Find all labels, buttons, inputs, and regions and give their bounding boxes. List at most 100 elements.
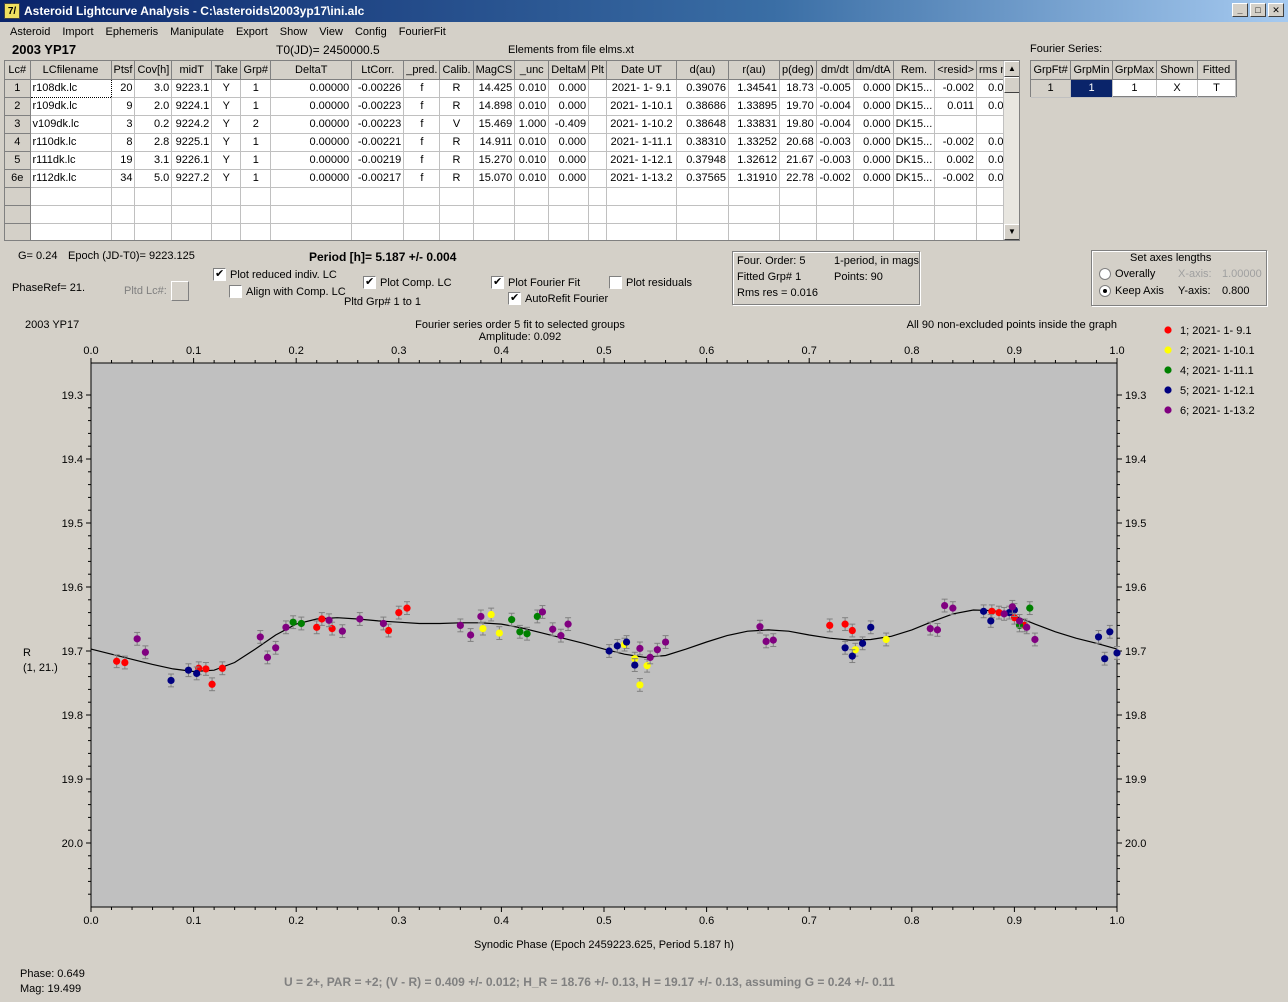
- table-cell[interactable]: -0.00223: [351, 97, 405, 116]
- table-cell[interactable]: 1: [240, 97, 272, 116]
- table-cell[interactable]: f: [403, 79, 441, 98]
- table-cell[interactable]: 15.270: [473, 151, 516, 170]
- table-cell[interactable]: [171, 223, 213, 240]
- lightcurve-table[interactable]: Lc# LCfilename Ptsf Cov[h] midT Take Grp# Delta…: [4, 60, 1020, 241]
- table-cell[interactable]: -0.002: [934, 133, 977, 152]
- table-cell[interactable]: -0.00219: [351, 151, 405, 170]
- table-cell[interactable]: -0.00217: [351, 169, 405, 188]
- fourier-cell[interactable]: X: [1156, 79, 1199, 98]
- table-cell[interactable]: [893, 223, 936, 240]
- fourier-cell[interactable]: 1: [1031, 79, 1072, 98]
- menu-fourierfit[interactable]: FourierFit: [398, 25, 446, 38]
- table-cell[interactable]: DK15...: [893, 151, 936, 170]
- scroll-thumb[interactable]: [1004, 77, 1019, 93]
- table-cell[interactable]: 0.38648: [676, 115, 729, 134]
- lc-col-header[interactable]: Take: [211, 61, 242, 80]
- empty-row[interactable]: [5, 223, 1019, 240]
- table-cell[interactable]: 0.38310: [676, 133, 729, 152]
- table-cell[interactable]: [211, 187, 242, 206]
- table-cell[interactable]: 0.000: [853, 151, 894, 170]
- table-cell[interactable]: 2021- 1-11.1: [606, 133, 677, 152]
- table-cell[interactable]: -0.003: [816, 133, 854, 152]
- table-cell[interactable]: 1: [240, 151, 272, 170]
- table-cell[interactable]: 2: [240, 115, 272, 134]
- checkbox-icon[interactable]: [609, 276, 622, 289]
- table-cell[interactable]: 0.00000: [270, 79, 353, 98]
- table-cell[interactable]: r111dk.lc: [30, 151, 112, 170]
- table-cell[interactable]: [934, 205, 977, 224]
- table-cell[interactable]: 0.00000: [270, 115, 353, 134]
- table-cell[interactable]: 0.000: [548, 97, 590, 116]
- table-cell[interactable]: -0.409: [548, 115, 590, 134]
- row-header[interactable]: 6e: [5, 169, 31, 188]
- close-button[interactable]: ✕: [1268, 3, 1284, 17]
- table-cell[interactable]: [893, 205, 936, 224]
- table-cell[interactable]: [403, 223, 441, 240]
- table-cell[interactable]: v109dk.lc: [30, 115, 112, 134]
- fourier-col-header[interactable]: GrpMax: [1112, 61, 1158, 80]
- table-cell[interactable]: [676, 205, 729, 224]
- table-row[interactable]: 2 r109dk.lc 9 2.0 9224.1 Y 1 0.00000 -0.00223 f R 1…: [5, 97, 1019, 116]
- table-cell[interactable]: [816, 187, 854, 206]
- table-cell[interactable]: [728, 187, 780, 206]
- checkbox-icon[interactable]: [229, 285, 242, 298]
- table-cell[interactable]: 14.425: [473, 79, 516, 98]
- table-cell[interactable]: -0.004: [816, 115, 854, 134]
- table-cell[interactable]: [676, 223, 729, 240]
- table-cell[interactable]: [111, 205, 136, 224]
- table-cell[interactable]: [606, 205, 677, 224]
- table-cell[interactable]: Y: [211, 133, 242, 152]
- table-cell[interactable]: Y: [211, 151, 242, 170]
- table-cell[interactable]: R: [439, 79, 474, 98]
- lc-col-header[interactable]: Grp#: [240, 61, 272, 80]
- table-cell[interactable]: [514, 223, 550, 240]
- lc-col-header[interactable]: p(deg): [779, 61, 817, 80]
- table-cell[interactable]: 5.0: [134, 169, 173, 188]
- table-cell[interactable]: 15.070: [473, 169, 516, 188]
- table-cell[interactable]: 0.000: [853, 79, 894, 98]
- table-cell[interactable]: [588, 169, 607, 188]
- table-cell[interactable]: 2.8: [134, 133, 173, 152]
- lc-col-header[interactable]: midT: [171, 61, 213, 80]
- lc-col-header[interactable]: MagCS: [473, 61, 516, 80]
- lc-col-header[interactable]: Cov[h]: [134, 61, 173, 80]
- table-cell[interactable]: 9225.1: [171, 133, 213, 152]
- table-cell[interactable]: 2021- 1-12.1: [606, 151, 677, 170]
- table-scrollbar[interactable]: ▲ ▼: [1003, 61, 1019, 240]
- table-cell[interactable]: [111, 223, 136, 240]
- fourier-col-header[interactable]: GrpMin: [1070, 61, 1113, 80]
- table-cell[interactable]: 0.010: [514, 151, 550, 170]
- menu-config[interactable]: Config: [354, 25, 387, 38]
- table-cell[interactable]: [439, 223, 474, 240]
- row-header[interactable]: [5, 187, 31, 206]
- table-cell[interactable]: r110dk.lc: [30, 133, 112, 152]
- table-cell[interactable]: [934, 115, 977, 134]
- table-cell[interactable]: -0.004: [816, 97, 854, 116]
- table-cell[interactable]: f: [403, 133, 441, 152]
- table-cell[interactable]: [514, 205, 550, 224]
- table-cell[interactable]: [588, 133, 607, 152]
- table-cell[interactable]: 15.469: [473, 115, 516, 134]
- table-cell[interactable]: 0.00000: [270, 97, 353, 116]
- table-cell[interactable]: 18.73: [779, 79, 817, 98]
- fourier-cell-selected[interactable]: 1: [1070, 79, 1113, 98]
- table-cell[interactable]: [853, 205, 894, 224]
- table-cell[interactable]: [934, 223, 977, 240]
- table-cell[interactable]: 0.00000: [270, 169, 353, 188]
- table-cell[interactable]: Y: [211, 115, 242, 134]
- plot-residuals-checkbox[interactable]: Plot residuals: [609, 276, 692, 289]
- plot-fourier-checkbox[interactable]: Plot Fourier Fit: [491, 275, 580, 289]
- row-header[interactable]: [5, 205, 31, 224]
- table-cell[interactable]: [403, 187, 441, 206]
- row-header[interactable]: [5, 223, 31, 240]
- table-cell[interactable]: Y: [211, 169, 242, 188]
- table-cell[interactable]: [30, 223, 112, 240]
- lc-col-header[interactable]: DeltaT: [270, 61, 353, 80]
- table-cell[interactable]: 0.000: [548, 79, 590, 98]
- table-cell[interactable]: [111, 187, 136, 206]
- table-cell[interactable]: [779, 187, 817, 206]
- table-cell[interactable]: [473, 205, 516, 224]
- table-cell[interactable]: [606, 187, 677, 206]
- table-cell[interactable]: 19: [111, 151, 136, 170]
- row-header[interactable]: 2: [5, 97, 31, 116]
